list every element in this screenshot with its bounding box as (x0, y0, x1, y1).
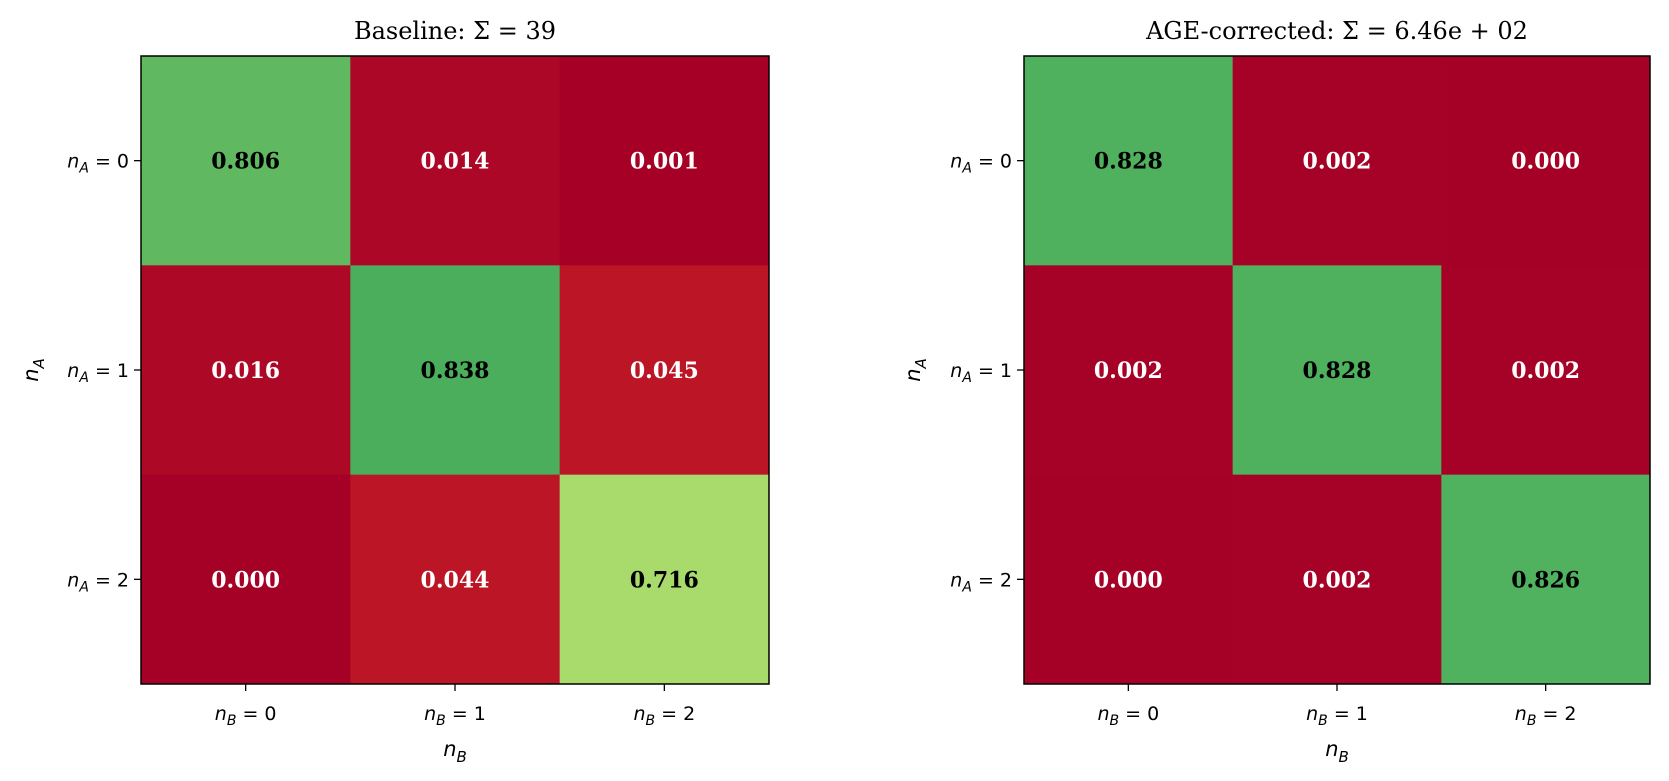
cell-value-label: 0.828 (1303, 358, 1372, 384)
x-tick-label: nB = 1 (424, 703, 486, 729)
x-axis-label: nB (443, 737, 467, 766)
heatmap-cell (141, 265, 351, 476)
x-axis-label: nB (1325, 737, 1349, 766)
cell-value-label: 0.000 (211, 567, 280, 593)
cell-value-label: 0.000 (1094, 567, 1163, 593)
heatmap-cell (1441, 265, 1651, 476)
x-tick-label: nB = 1 (1306, 703, 1368, 729)
heatmap-cell (559, 265, 770, 476)
cell-value-label: 0.001 (630, 149, 699, 175)
cell-value-label: 0.716 (630, 567, 699, 593)
cell-value-label: 0.806 (211, 149, 280, 175)
heatmap-cell (1024, 265, 1234, 476)
heatmap-cell (1441, 474, 1651, 685)
y-tick-label: nA = 2 (950, 569, 1012, 595)
y-axis-label: nA (19, 358, 48, 382)
x-tick-label: nB = 0 (215, 703, 277, 729)
cell-value-label: 0.016 (211, 358, 280, 384)
cell-value-label: 0.014 (421, 149, 490, 175)
heatmap-cell (141, 56, 351, 266)
heatmap-cell (1232, 56, 1442, 266)
cell-labels: 0.828 0.002 0.000 0.002 0.828 0.002 0.000 0.002… (1094, 149, 1580, 594)
chart-title: Baseline: Σ = 39 (354, 17, 556, 45)
y-tick-label: nA = 2 (67, 569, 129, 595)
cell-value-label: 0.002 (1094, 358, 1163, 384)
cell-value-label: 0.002 (1303, 149, 1372, 175)
heatmap-cell (1232, 265, 1442, 476)
cell-value-label: 0.045 (630, 358, 699, 384)
y-axis-label: nA (901, 358, 930, 382)
y-ticks: nA = 0 nA = 1 nA = 2 (67, 151, 141, 595)
heatmap-cells (1024, 56, 1651, 685)
cell-value-label: 0.002 (1511, 358, 1580, 384)
heatmap-cell (350, 474, 561, 685)
y-tick-label: nA = 1 (67, 360, 129, 386)
x-ticks: nB = 0 nB = 1 nB = 2 (215, 684, 695, 729)
heatmap-cell (141, 474, 351, 685)
heatmap-cell (1024, 56, 1234, 266)
x-ticks: nB = 0 nB = 1 nB = 2 (1097, 684, 1577, 729)
heatmap-cell (1441, 56, 1651, 266)
x-tick-label: nB = 2 (1515, 703, 1577, 729)
chart-title: AGE-corrected: Σ = 6.46e + 02 (1145, 17, 1528, 45)
cell-value-label: 0.044 (421, 567, 490, 593)
x-tick-label: nB = 0 (1097, 703, 1159, 729)
y-tick-label: nA = 0 (950, 151, 1012, 177)
y-tick-label: nA = 1 (950, 360, 1012, 386)
heatmap-cell (350, 265, 561, 476)
heatmap-cell (559, 474, 770, 685)
cell-value-label: 0.826 (1511, 567, 1580, 593)
heatmap-panel-age-corrected: AGE-corrected: Σ = 6.46e + 02 0.828 0.002… (901, 17, 1651, 766)
heatmap-cell (350, 56, 561, 266)
cell-value-label: 0.002 (1303, 567, 1372, 593)
heatmap-cell (1232, 474, 1442, 685)
cell-value-label: 0.828 (1094, 149, 1163, 175)
heatmap-cells (141, 56, 770, 685)
y-tick-label: nA = 0 (67, 151, 129, 177)
y-ticks: nA = 0 nA = 1 nA = 2 (950, 151, 1024, 595)
x-tick-label: nB = 2 (633, 703, 695, 729)
cell-value-label: 0.838 (421, 358, 490, 384)
heatmap-cell (1024, 474, 1234, 685)
heatmap-cell (559, 56, 770, 266)
cell-value-label: 0.000 (1511, 149, 1580, 175)
cell-labels: 0.806 0.014 0.001 0.016 0.838 0.045 0.000 0.044… (211, 149, 699, 594)
